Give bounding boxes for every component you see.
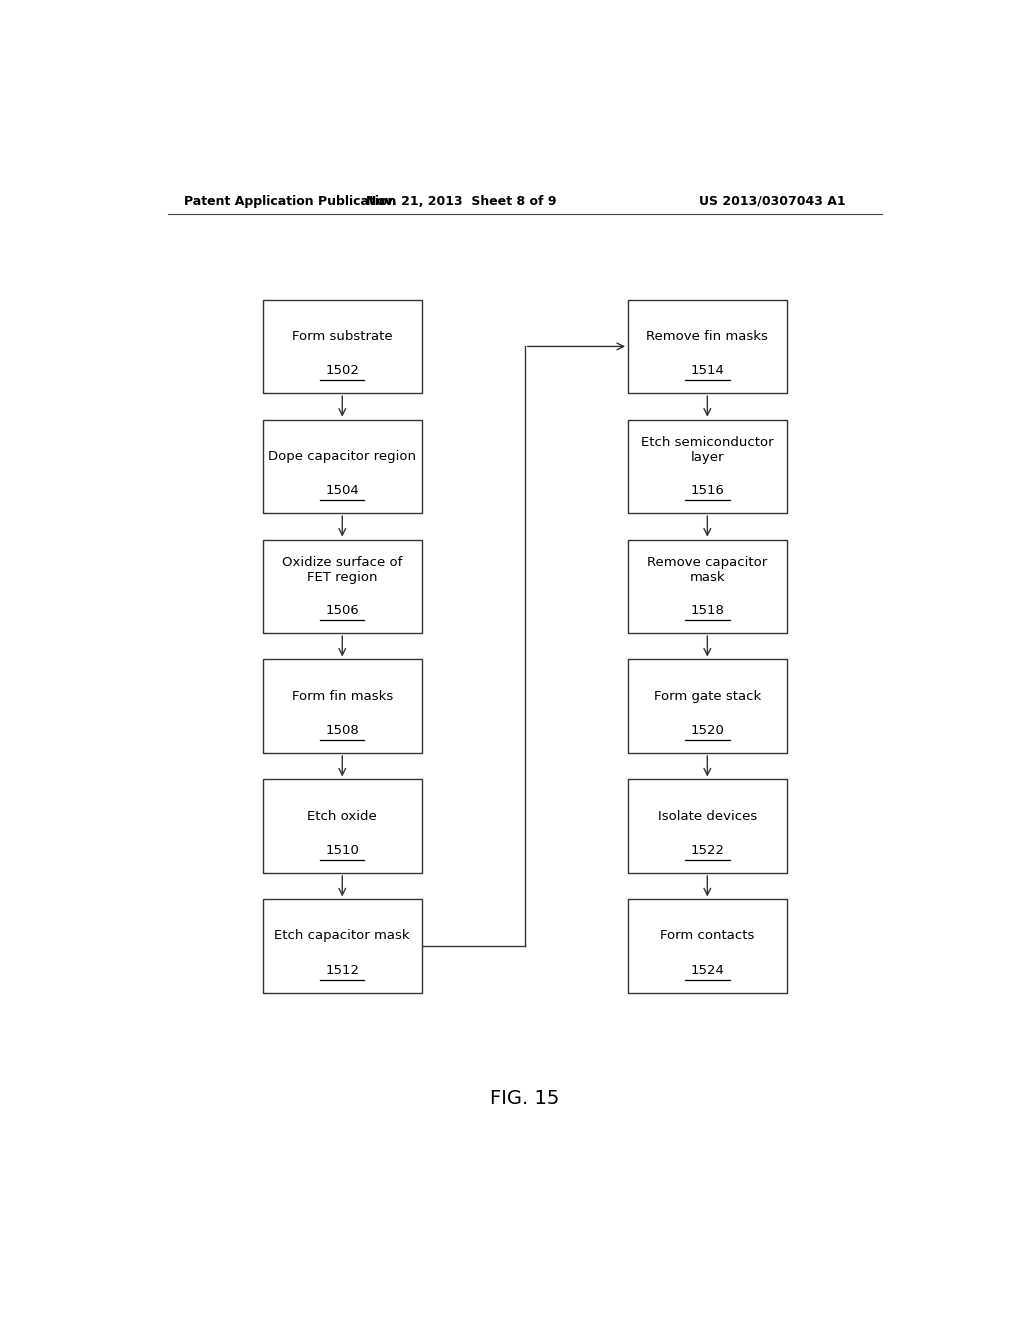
Text: Etch semiconductor
layer: Etch semiconductor layer xyxy=(641,436,774,465)
Bar xyxy=(628,779,786,873)
Text: 1522: 1522 xyxy=(690,843,724,857)
Bar xyxy=(628,899,786,993)
Bar xyxy=(628,660,786,752)
Text: 1512: 1512 xyxy=(326,964,359,977)
Text: Patent Application Publication: Patent Application Publication xyxy=(183,194,396,207)
Text: 1510: 1510 xyxy=(326,843,359,857)
Text: Etch capacitor mask: Etch capacitor mask xyxy=(274,929,410,942)
Text: Nov. 21, 2013  Sheet 8 of 9: Nov. 21, 2013 Sheet 8 of 9 xyxy=(366,194,557,207)
Text: Form gate stack: Form gate stack xyxy=(653,689,761,702)
Text: Form fin masks: Form fin masks xyxy=(292,689,393,702)
Text: Remove fin masks: Remove fin masks xyxy=(646,330,768,343)
Text: FIG. 15: FIG. 15 xyxy=(490,1089,559,1107)
Text: Oxidize surface of
FET region: Oxidize surface of FET region xyxy=(282,556,402,583)
Text: 1520: 1520 xyxy=(690,725,724,737)
Text: Etch oxide: Etch oxide xyxy=(307,809,377,822)
Text: 1516: 1516 xyxy=(690,484,724,498)
Bar xyxy=(263,660,422,752)
Text: 1506: 1506 xyxy=(326,605,359,618)
Bar xyxy=(628,420,786,513)
Text: Dope capacitor region: Dope capacitor region xyxy=(268,450,417,463)
Text: Form substrate: Form substrate xyxy=(292,330,392,343)
Text: Form contacts: Form contacts xyxy=(660,929,755,942)
Bar xyxy=(628,540,786,634)
Text: 1508: 1508 xyxy=(326,725,359,737)
Bar xyxy=(263,300,422,393)
Bar xyxy=(263,420,422,513)
Text: Remove capacitor
mask: Remove capacitor mask xyxy=(647,556,767,583)
Bar xyxy=(263,540,422,634)
Text: 1518: 1518 xyxy=(690,605,724,618)
Text: 1504: 1504 xyxy=(326,484,359,498)
Text: 1524: 1524 xyxy=(690,964,724,977)
Text: US 2013/0307043 A1: US 2013/0307043 A1 xyxy=(699,194,846,207)
Bar xyxy=(628,300,786,393)
Text: 1514: 1514 xyxy=(690,364,724,378)
Text: Isolate devices: Isolate devices xyxy=(657,809,757,822)
Bar xyxy=(263,779,422,873)
Bar xyxy=(263,899,422,993)
Text: 1502: 1502 xyxy=(326,364,359,378)
